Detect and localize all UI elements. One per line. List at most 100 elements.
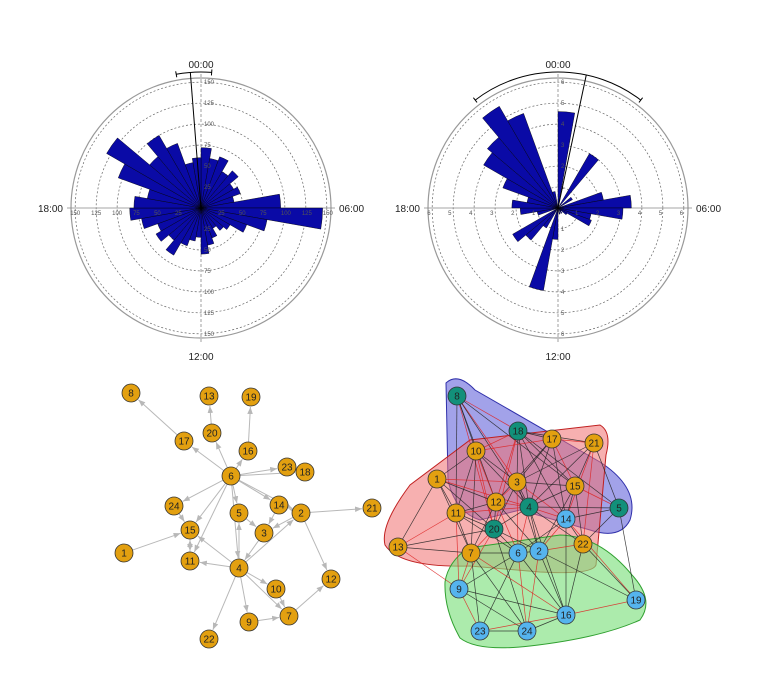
tick-label: 1 [575,211,579,217]
network-edge [470,450,477,554]
tick-label: 6 [561,80,565,86]
node-label: 11 [185,557,196,568]
node-label: 19 [245,393,257,404]
network-edge [479,552,519,632]
rose-bar [557,111,575,209]
tick-label: 100 [204,290,215,296]
rose-bar [512,207,559,242]
mean-direction-line [557,74,587,209]
rose-bar [200,207,231,230]
network-edge [279,596,286,608]
rose-bar [200,170,239,209]
rose-bar [557,207,563,214]
node-label: 8 [454,392,460,403]
network-edge [517,430,620,509]
rose-bar [557,207,561,215]
community-hull-green [444,534,647,649]
network-edge [199,560,231,568]
tick-label: 3 [561,143,565,149]
tick-label: 5 [448,211,452,217]
rose-bar [529,207,559,291]
node-label: 10 [470,447,482,458]
tick-label: 2 [561,164,565,170]
network-edge [516,481,567,520]
network-edge [517,552,567,616]
rose-bar [106,137,202,209]
network-edge [288,507,296,514]
network-edge [475,450,530,508]
rose-bar [552,191,559,209]
network-edge [528,442,595,508]
rose-bar [507,113,559,209]
node-label: 11 [451,509,462,520]
network-node [470,621,490,641]
network-node [556,605,576,625]
network-node [609,498,629,518]
network-edge [245,518,257,528]
network-node [180,520,200,540]
node-label: 13 [203,392,215,403]
network-edge [132,532,181,551]
network-node [447,386,467,406]
direction-label-bottom: 12:00 [545,352,570,363]
network-node [446,503,466,523]
node-label: 8 [128,389,134,400]
network-edge [516,442,595,483]
node-label: 2 [536,547,542,558]
confidence-arc [176,71,212,75]
network-node [388,537,408,557]
network-node [164,496,184,516]
network-edge [182,479,224,502]
network-edge [239,466,278,476]
node-label: 12 [490,498,502,509]
tick-label: 50 [154,211,161,217]
tick-label: 3 [561,269,565,275]
tick-label: 100 [204,122,215,128]
node-label: 9 [456,585,462,596]
arc-end-tick [638,97,644,103]
network-edge [582,442,595,545]
rose-bar [146,135,202,209]
network-node [626,590,646,610]
node-label: 6 [515,549,521,560]
node-label: 19 [630,596,642,607]
direction-label-left: 18:00 [38,204,63,215]
network-edge [495,438,553,503]
network-node [362,498,382,518]
node-label: 5 [236,509,242,520]
tick-label: 2 [511,211,515,217]
node-label: 7 [468,549,474,560]
tick-label: 125 [204,101,215,107]
node-label: 5 [616,504,622,515]
network-edge [240,576,249,613]
node-label: 23 [281,463,293,474]
node-label: 23 [474,627,486,638]
network-edge [397,512,457,548]
network-node [427,469,447,489]
network-node [229,503,249,523]
network-edge [528,438,553,508]
network-edge [516,481,576,487]
network-edge [197,535,233,563]
network-node [584,433,604,453]
network-edge [528,506,567,616]
rose-bar [557,153,599,209]
network-edge [257,615,280,622]
node-label: 1 [434,475,440,486]
tick-label: 4 [638,211,642,217]
tick-label: 2 [561,248,565,254]
network-node [508,421,528,441]
node-label: 4 [526,503,532,514]
network-edge [516,481,519,554]
node-label: 22 [577,540,589,551]
network-edge [397,546,460,590]
node-label: 7 [286,612,292,623]
network-edge [215,441,228,468]
tick-label: 1 [561,227,565,233]
tick-label: 125 [204,311,215,317]
network-edge [528,506,620,509]
node-label: 17 [178,437,190,448]
tick-label: 3 [617,211,621,217]
network-node [295,462,315,482]
